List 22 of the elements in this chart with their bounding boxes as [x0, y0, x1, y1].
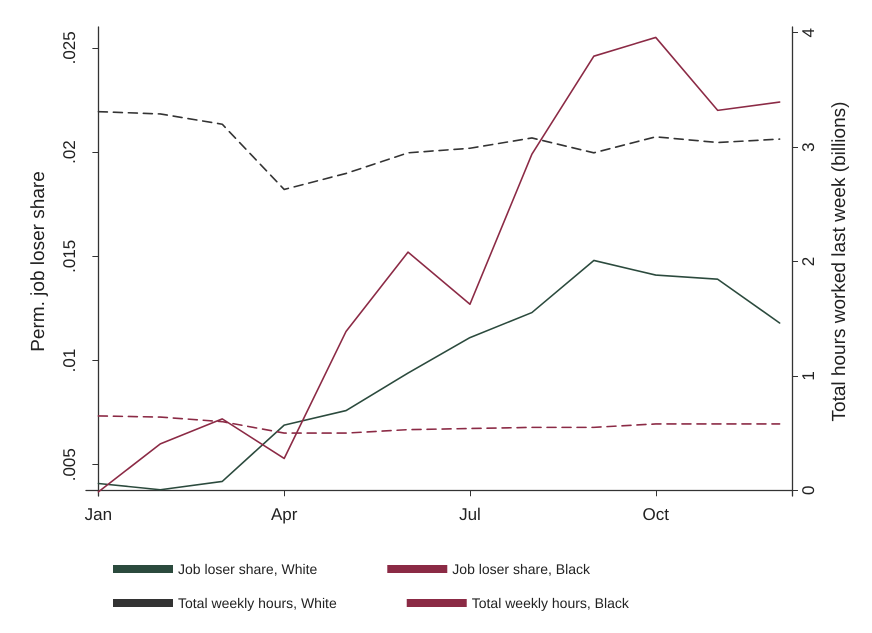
y-tick-label: .025 [60, 31, 79, 64]
x-tick-label: Jan [84, 505, 112, 524]
x-tick-label: Oct [642, 505, 670, 524]
line-series [98, 260, 780, 491]
y2-tick-label: 4 [799, 28, 818, 38]
legend-label: Job loser share, White [178, 561, 318, 577]
y2-tick-label: 0 [799, 486, 818, 496]
legend-label: Total weekly hours, White [178, 595, 337, 611]
y2-tick-label: 2 [799, 256, 818, 266]
y-tick-label: .02 [60, 140, 79, 164]
y-tick-label: .015 [60, 240, 79, 273]
y2-axis-title: Total hours worked last week (billions) [829, 102, 850, 422]
x-tick-label: Jul [459, 505, 481, 524]
line-series [98, 36, 780, 493]
y-tick-label: .005 [60, 448, 79, 482]
y-tick-label: .01 [60, 348, 79, 372]
x-tick-label: Apr [270, 505, 298, 524]
y2-tick-label: 1 [799, 371, 818, 381]
y2-tick-label: 3 [799, 142, 818, 152]
legend-label: Total weekly hours, Black [472, 595, 630, 611]
legend-label: Job loser share, Black [452, 561, 592, 577]
y-axis-title: Perm. job loser share [28, 171, 49, 352]
